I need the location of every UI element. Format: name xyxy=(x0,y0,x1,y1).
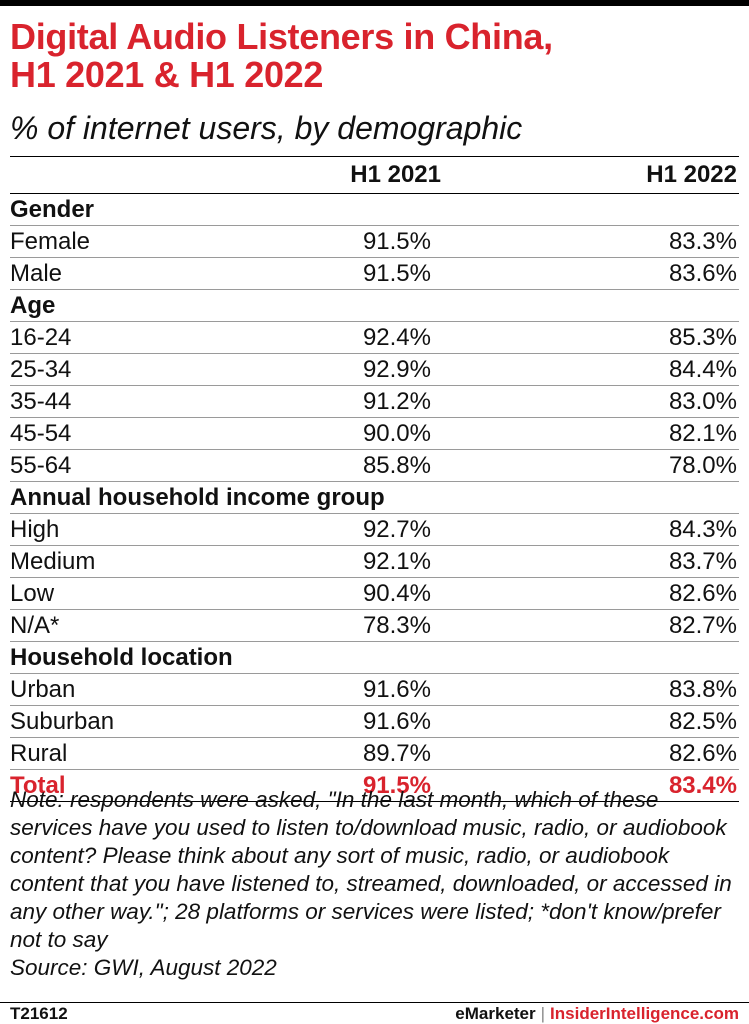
row-label: Annual household income group xyxy=(10,484,385,511)
cell-h1-2022: 82.6% xyxy=(668,580,737,607)
group-header-row: Gender xyxy=(10,194,739,226)
table-row: Suburban 91.6% 82.5% xyxy=(10,706,739,738)
table-row: 55-64 85.8% 78.0% xyxy=(10,450,739,482)
cell-h1-2022: 84.3% xyxy=(668,516,737,543)
cell-h1-2021: 91.6% xyxy=(362,676,431,703)
cell-h1-2021: 92.9% xyxy=(362,356,431,383)
table-row: Female 91.5% 83.3% xyxy=(10,226,739,258)
footnote: Note: respondents were asked, "In the la… xyxy=(10,786,740,982)
row-label: 45-54 xyxy=(10,420,72,447)
cell-h1-2022: 83.8% xyxy=(668,676,737,703)
table-row: N/A* 78.3% 82.7% xyxy=(10,610,739,642)
brand-separator: | xyxy=(540,1004,546,1023)
cell-h1-2022: 82.5% xyxy=(668,708,737,735)
table-row: Low 90.4% 82.6% xyxy=(10,578,739,610)
cell-h1-2021: 89.7% xyxy=(362,740,431,767)
chart-id: T21612 xyxy=(10,1004,68,1023)
cell-h1-2021: 91.6% xyxy=(362,708,431,735)
table-header: H1 2021 H1 2022 xyxy=(10,156,739,194)
cell-h1-2021: 91.2% xyxy=(362,388,431,415)
row-label: Total xyxy=(10,772,66,799)
row-label: 16-24 xyxy=(10,324,72,351)
row-label: Suburban xyxy=(10,708,115,735)
table-row: 25-34 92.9% 84.4% xyxy=(10,354,739,386)
cell-h1-2022: 82.6% xyxy=(668,740,737,767)
cell-h1-2022: 83.0% xyxy=(668,388,737,415)
chart-title: Digital Audio Listeners in China, H1 202… xyxy=(10,18,730,94)
cell-h1-2021: 92.4% xyxy=(362,324,431,351)
row-label: 25-34 xyxy=(10,356,72,383)
data-table: H1 2021 H1 2022 Gender Female 91.5% 83.3% Ma… xyxy=(10,156,739,802)
note-text: Note: respondents were asked, "In the la… xyxy=(10,787,732,952)
cell-h1-2022: 83.7% xyxy=(668,548,737,575)
table-row: Urban 91.6% 83.8% xyxy=(10,674,739,706)
row-label: 35-44 xyxy=(10,388,72,415)
cell-h1-2022: 84.4% xyxy=(668,356,737,383)
table-row: 45-54 90.0% 82.1% xyxy=(10,418,739,450)
row-label: 55-64 xyxy=(10,452,72,479)
cell-h1-2022: 78.0% xyxy=(668,452,737,479)
table-body: Gender Female 91.5% 83.3% Male 91.5% 83.6% Age 1… xyxy=(10,194,739,802)
row-label: Gender xyxy=(10,196,95,223)
brand-footer: eMarketer | InsiderIntelligence.com xyxy=(455,1004,739,1024)
cell-h1-2021: 85.8% xyxy=(362,452,431,479)
chart-subtitle: % of internet users, by demographic xyxy=(10,110,523,146)
cell-h1-2022: 83.4% xyxy=(668,772,737,799)
cell-h1-2022: 83.6% xyxy=(668,260,737,287)
table-row: 35-44 91.2% 83.0% xyxy=(10,386,739,418)
cell-h1-2021: 91.5% xyxy=(362,772,431,799)
row-label: Age xyxy=(10,292,56,319)
title-line-2: H1 2021 & H1 2022 xyxy=(10,54,324,95)
cell-h1-2021: 92.7% xyxy=(362,516,431,543)
total-row: Total 91.5% 83.4% xyxy=(10,770,739,802)
title-line-1: Digital Audio Listeners in China, xyxy=(10,16,553,57)
cell-h1-2022: 83.3% xyxy=(668,228,737,255)
top-rule xyxy=(0,0,749,6)
brand-emarketer: eMarketer xyxy=(455,1004,536,1023)
source-text: Source: GWI, August 2022 xyxy=(10,955,277,980)
row-label: Female xyxy=(10,228,91,255)
group-header-row: Age xyxy=(10,290,739,322)
column-header-h1-2022: H1 2022 xyxy=(646,161,737,188)
footer-rule xyxy=(0,1002,749,1003)
group-header-row: Household location xyxy=(10,642,739,674)
column-header-h1-2021: H1 2021 xyxy=(350,161,441,188)
cell-h1-2021: 91.5% xyxy=(362,260,431,287)
table-row: 16-24 92.4% 85.3% xyxy=(10,322,739,354)
cell-h1-2021: 91.5% xyxy=(362,228,431,255)
table-row: High 92.7% 84.3% xyxy=(10,514,739,546)
cell-h1-2021: 78.3% xyxy=(362,612,431,639)
table-row: Rural 89.7% 82.6% xyxy=(10,738,739,770)
row-label: Male xyxy=(10,260,63,287)
row-label: Household location xyxy=(10,644,233,671)
row-label: Urban xyxy=(10,676,76,703)
row-label: Rural xyxy=(10,740,68,767)
row-label: N/A* xyxy=(10,612,60,639)
cell-h1-2021: 90.0% xyxy=(362,420,431,447)
row-label: High xyxy=(10,516,60,543)
cell-h1-2021: 92.1% xyxy=(362,548,431,575)
table-row: Medium 92.1% 83.7% xyxy=(10,546,739,578)
cell-h1-2021: 90.4% xyxy=(362,580,431,607)
row-label: Low xyxy=(10,580,55,607)
cell-h1-2022: 85.3% xyxy=(668,324,737,351)
table-row: Male 91.5% 83.6% xyxy=(10,258,739,290)
cell-h1-2022: 82.1% xyxy=(668,420,737,447)
row-label: Medium xyxy=(10,548,96,575)
brand-insider-intelligence: InsiderIntelligence.com xyxy=(550,1004,739,1023)
group-header-row: Annual household income group xyxy=(10,482,739,514)
cell-h1-2022: 82.7% xyxy=(668,612,737,639)
